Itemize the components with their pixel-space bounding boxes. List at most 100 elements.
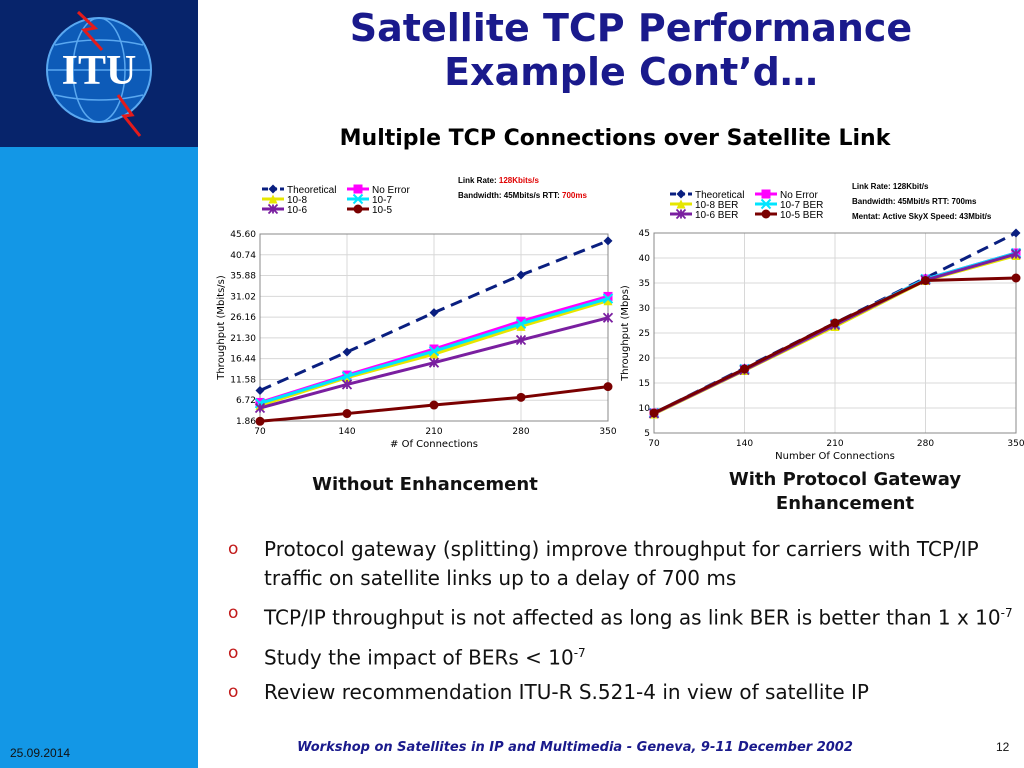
data-point <box>602 312 614 323</box>
x-tick-label: 140 <box>338 427 355 437</box>
x-tick-label: 350 <box>599 427 616 437</box>
caption-with-gateway: With Protocol Gateway Enhancement <box>690 468 1000 516</box>
data-point <box>428 345 440 357</box>
bullet-marker-icon: o <box>228 539 239 559</box>
data-point <box>602 293 614 304</box>
bullet-list: o Protocol gateway (splitting) improve th… <box>228 535 1018 713</box>
data-point <box>267 203 279 215</box>
data-point <box>353 204 363 214</box>
legend-label: 10-5 <box>372 205 392 216</box>
chart-with-gateway: 5 10 15 20 25 30 35 40 45 70 140 210 280 350 Number Of… <box>620 182 1024 462</box>
data-point <box>516 270 526 280</box>
y-tick-label: 16.44 <box>230 355 256 365</box>
legend-label: 10-6 BER <box>695 210 738 221</box>
footer-text: Workshop on Satellites in IP and Multime… <box>297 740 853 755</box>
y-tick-label: 15 <box>639 379 650 389</box>
data-point <box>268 184 278 194</box>
y-tick-label: 10 <box>639 404 651 414</box>
legend-label: Theoretical <box>695 190 744 201</box>
data-point <box>603 382 613 392</box>
plot-area <box>653 232 1017 434</box>
data-point <box>429 308 439 318</box>
y-tick-label: 20 <box>639 354 651 364</box>
x-tick-label: 350 <box>1007 439 1024 449</box>
y-tick-label: 11.58 <box>230 375 256 385</box>
bullet-item: o TCP/IP throughput is not affected as lo… <box>228 599 1018 633</box>
y-axis-label: Throughput (Mbits/s) <box>216 275 227 381</box>
data-point <box>740 364 749 374</box>
data-point <box>515 334 527 346</box>
y-tick-label: 45 <box>639 229 650 239</box>
caption-right-line-1: With Protocol Gateway <box>728 469 962 490</box>
data-point <box>341 379 353 390</box>
y-tick-label: 6.72 <box>236 396 256 406</box>
data-point <box>268 194 278 204</box>
data-point <box>255 385 265 395</box>
x-tick-label: 140 <box>736 439 753 449</box>
data-point <box>429 344 439 354</box>
bullet-text: TCP/IP throughput is not affected as lon… <box>264 605 1001 630</box>
data-point <box>760 198 772 210</box>
data-point <box>830 318 840 328</box>
data-point <box>516 321 526 331</box>
bullet-item: o Study the impact of BERs < 10-7 <box>228 639 1018 673</box>
y-tick-label: 1.86 <box>236 417 256 427</box>
itu-logo: ITU <box>0 0 198 147</box>
y-axis-label: Throughput (Mbps) <box>620 285 631 382</box>
data-point <box>921 276 930 285</box>
data-point <box>341 371 353 382</box>
legend-label: 10-8 BER <box>695 200 738 211</box>
chart-without-enhancement: 1.86 6.72 11.58 16.44 21.30 26.16 31.02 35.88 40… <box>216 176 617 450</box>
bullet-item: o Review recommendation ITU-R S.521-4 in … <box>228 678 1018 707</box>
chart-note: Bandwidth: 45Mbit/s RTT: 700ms <box>852 197 977 206</box>
x-tick-label: 70 <box>254 427 266 437</box>
slide-subtitle: Multiple TCP Connections over Satellite … <box>339 126 891 151</box>
bullet-text: Protocol gateway (splitting) improve thr… <box>264 537 979 590</box>
legend-label: 10-7 BER <box>780 200 823 211</box>
data-point <box>1010 248 1022 260</box>
logo-text: ITU <box>62 48 137 94</box>
page-number: 12 <box>996 740 1010 754</box>
legend-label: No Error <box>372 185 410 196</box>
data-point <box>1011 273 1021 283</box>
itu-logo-icon: ITU <box>46 10 152 137</box>
data-point <box>675 208 687 220</box>
data-point <box>603 296 613 306</box>
title-line-1: Satellite TCP Performance <box>349 6 913 50</box>
y-tick-label: 35.88 <box>230 272 256 282</box>
data-point <box>342 347 352 357</box>
data-point <box>1011 228 1021 238</box>
chart-note: Link Rate: 128Kbits/s <box>458 176 539 185</box>
legend-label: 10-7 <box>372 195 392 206</box>
bullet-marker-icon: o <box>228 603 239 623</box>
data-point <box>353 184 363 194</box>
data-point <box>676 199 686 209</box>
data-point <box>515 318 527 329</box>
slide-title: Satellite TCP Performance Example Cont’d… <box>236 6 1024 94</box>
data-point <box>516 392 526 402</box>
legend-label: 10-5 BER <box>780 210 823 221</box>
legend-label: 10-8 <box>287 195 307 206</box>
bullet-text: Study the impact of BERs < 10 <box>264 645 574 670</box>
chart-note: Mentat: Active SkyX Speed: 43Mbit/s <box>852 212 992 221</box>
x-tick-label: 280 <box>512 427 529 437</box>
caption-without-enhancement: Without Enhancement <box>312 474 538 495</box>
caption-right-line-2: Enhancement <box>775 493 915 514</box>
bullet-item: o Protocol gateway (splitting) improve th… <box>228 535 1018 593</box>
x-axis-label: Number Of Connections <box>775 451 895 462</box>
x-axis-label: # Of Connections <box>390 439 478 450</box>
y-tick-label: 21.30 <box>230 334 256 344</box>
legend-label: Theoretical <box>287 185 336 196</box>
bullet-text: Review recommendation ITU-R S.521-4 in v… <box>264 680 869 705</box>
y-tick-label: 45.60 <box>230 230 256 240</box>
chart-note: Bandwidth: 45Mbits/s RTT: 700ms <box>458 191 587 200</box>
data-point <box>761 209 771 219</box>
y-tick-label: 31.02 <box>230 292 256 302</box>
data-point <box>429 349 439 359</box>
data-point <box>352 193 364 205</box>
bullet-marker-icon: o <box>228 642 239 663</box>
data-point <box>255 416 265 426</box>
chart-note: Link Rate: 128Kbit/s <box>852 182 929 191</box>
y-tick-label: 40 <box>639 254 651 264</box>
bullet-marker-icon: o <box>228 682 239 703</box>
